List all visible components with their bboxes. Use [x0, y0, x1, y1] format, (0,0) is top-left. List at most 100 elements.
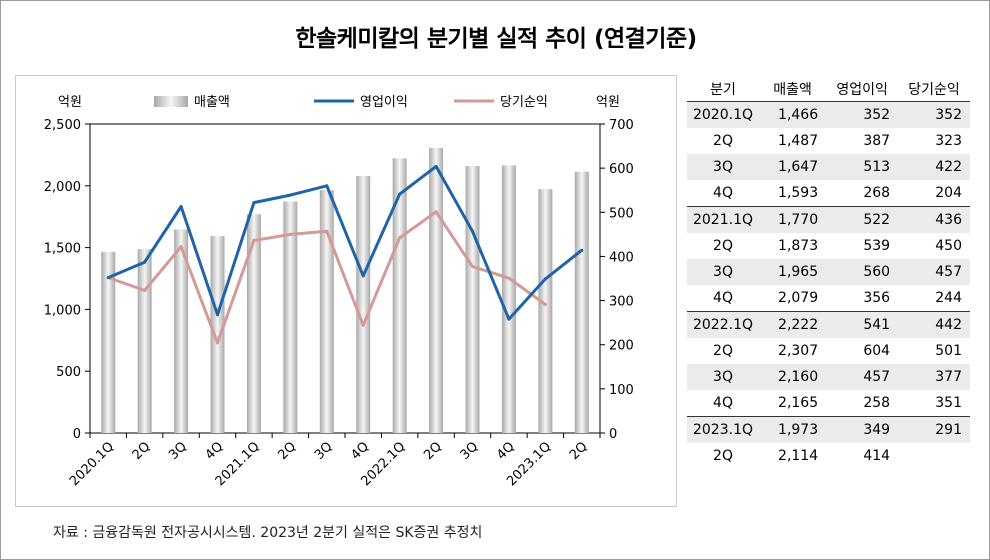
bar-revenue: [319, 190, 334, 433]
cell-operating-profit: 414: [826, 443, 899, 469]
point-operating-profit: [288, 193, 292, 197]
bar-revenue: [392, 158, 407, 433]
y-left-tick-label: 1,000: [44, 303, 81, 318]
y-axis-right-unit: 억원: [596, 95, 620, 110]
point-net-income: [471, 265, 474, 269]
cell-revenue: 1,466: [759, 101, 827, 128]
cell-operating-profit: 522: [826, 206, 899, 233]
point-net-income: [143, 288, 147, 292]
table-row: 2Q 1,873 539 450: [687, 233, 970, 259]
cell-operating-profit: 539: [826, 233, 899, 259]
x-tick-label: 2Q: [130, 439, 154, 463]
bar-revenue: [538, 189, 553, 433]
legend-label-operating-profit: 영업이익: [360, 95, 408, 110]
cell-net-income: 436: [898, 206, 970, 233]
header-quarter: 분기: [687, 77, 759, 102]
header-operating-profit: 영업이익: [826, 77, 899, 102]
cell-net-income: 442: [898, 311, 970, 338]
table-row: 4Q 1,593 268 204: [687, 180, 970, 207]
cell-operating-profit: 604: [826, 338, 899, 364]
table-body: 2020.1Q 1,466 352 352 2Q 1,487 387 323 3Q 1,647 51…: [687, 101, 970, 469]
cell-quarter: 2023.1Q: [687, 416, 759, 443]
cell-revenue: 1,873: [759, 233, 827, 259]
point-operating-profit: [106, 276, 110, 280]
cell-revenue: 1,647: [759, 154, 827, 180]
cell-net-income: 501: [898, 338, 970, 364]
bar-revenue: [283, 201, 298, 433]
y-right-tick-label: 700: [609, 118, 634, 133]
header-net-income: 당기순익: [898, 77, 970, 102]
cell-revenue: 1,487: [759, 128, 827, 154]
table-row: 3Q 1,965 560 457: [687, 259, 970, 285]
bar-revenue: [210, 236, 225, 433]
cell-quarter: 4Q: [687, 180, 759, 207]
cell-net-income: 457: [898, 259, 970, 285]
cell-revenue: 2,079: [759, 285, 827, 312]
y-left-tick-label: 1,500: [44, 242, 81, 257]
cell-quarter: 2022.1Q: [687, 311, 759, 338]
cell-operating-profit: 513: [826, 154, 899, 180]
cell-quarter: 4Q: [687, 285, 759, 312]
cell-quarter: 2Q: [687, 338, 759, 364]
point-net-income: [216, 341, 219, 345]
point-net-income: [434, 210, 438, 214]
y-right-tick-label: 600: [609, 162, 634, 177]
cell-operating-profit: 457: [826, 364, 899, 390]
x-tick-label: 4Q: [348, 439, 372, 463]
table-row: 2021.1Q 1,770 522 436: [687, 206, 970, 233]
cell-net-income: 323: [898, 128, 970, 154]
y-right-tick-label: 300: [609, 295, 634, 310]
point-net-income: [252, 239, 256, 243]
x-tick-label: 2020.1Q: [67, 439, 117, 489]
cell-revenue: 2,222: [759, 311, 827, 338]
legend-label-revenue: 매출액: [194, 95, 230, 110]
bar-revenue: [246, 214, 261, 433]
y-left-tick-label: 2,000: [44, 180, 81, 195]
point-net-income: [398, 236, 402, 240]
cell-revenue: 2,160: [759, 364, 827, 390]
table-row: 4Q 2,079 356 244: [687, 285, 970, 312]
table-row: 2022.1Q 2,222 541 442: [687, 311, 970, 338]
x-tick-label: 2Q: [421, 439, 445, 463]
cell-net-income: 450: [898, 233, 970, 259]
cell-revenue: 1,770: [759, 206, 827, 233]
cell-operating-profit: 387: [826, 128, 899, 154]
bar-revenue: [101, 251, 116, 433]
bar-revenue: [174, 229, 189, 433]
table-row: 2020.1Q 1,466 352 352: [687, 101, 970, 128]
cell-net-income: 244: [898, 285, 970, 312]
results-table: 분기 매출액 영업이익 당기순익 2020.1Q 1,466 352 352 2Q 1,4…: [687, 77, 970, 469]
cell-quarter: 2Q: [687, 443, 759, 469]
cell-quarter: 2Q: [687, 233, 759, 259]
table-header-row: 분기 매출액 영업이익 당기순익: [687, 77, 970, 102]
bar-revenue: [574, 171, 589, 433]
bar-revenue: [137, 249, 152, 433]
point-operating-profit: [252, 201, 256, 205]
cell-operating-profit: 541: [826, 311, 899, 338]
point-net-income: [361, 323, 365, 327]
table-row: 4Q 2,165 258 351: [687, 390, 970, 417]
cell-net-income: 351: [898, 390, 970, 417]
x-tick-label: 4Q: [203, 439, 227, 463]
point-operating-profit: [434, 164, 438, 168]
x-tick-label: 3Q: [166, 439, 190, 463]
point-net-income: [288, 232, 292, 236]
cell-net-income: 204: [898, 180, 970, 207]
point-operating-profit: [143, 260, 147, 264]
table-row: 3Q 2,160 457 377: [687, 364, 970, 390]
bar-revenue: [501, 165, 516, 433]
point-operating-profit: [325, 184, 329, 188]
y-left-tick-label: 0: [73, 427, 81, 442]
cell-revenue: 1,973: [759, 416, 827, 443]
x-tick-label: 2Q: [275, 439, 299, 463]
cell-quarter: 3Q: [687, 364, 759, 390]
cell-revenue: 2,114: [759, 443, 827, 469]
x-tick-label: 4Q: [494, 439, 518, 463]
x-tick-label: 3Q: [312, 439, 336, 463]
point-net-income: [325, 229, 329, 233]
page-title: 한솔케미칼의 분기별 실적 추이 (연결기준): [295, 26, 697, 52]
cell-quarter: 2Q: [687, 128, 759, 154]
cell-quarter: 3Q: [687, 259, 759, 285]
cell-quarter: 3Q: [687, 154, 759, 180]
